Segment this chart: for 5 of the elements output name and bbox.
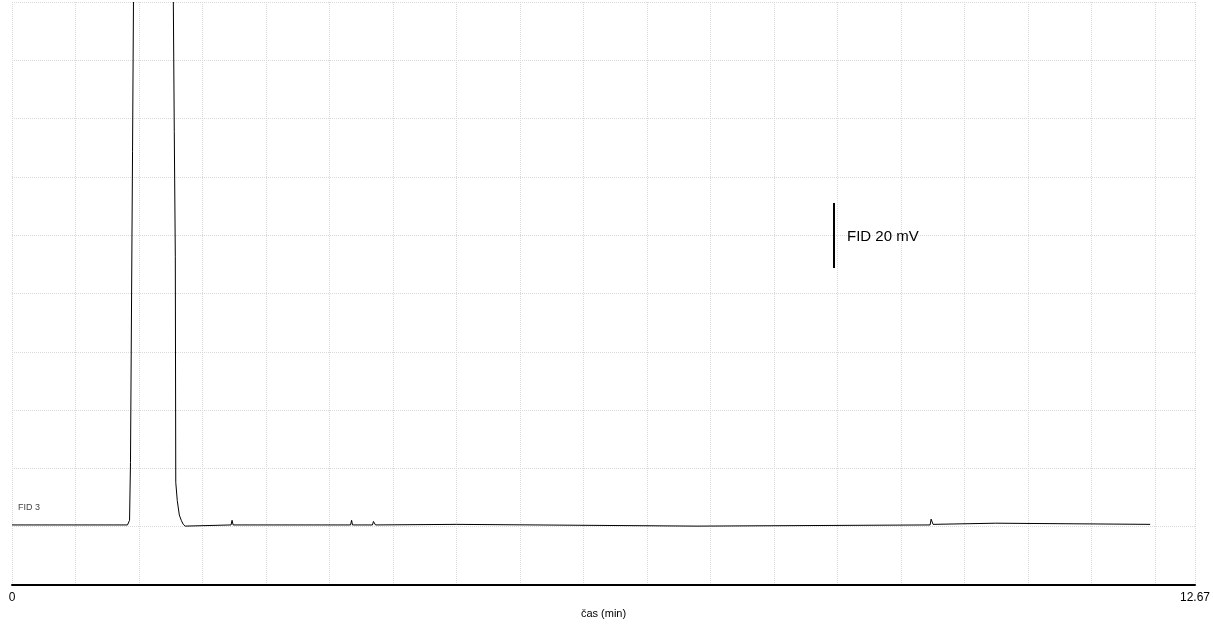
- x-tick-label: 12.67: [1179, 590, 1211, 604]
- x-axis-title: čas (min): [580, 607, 627, 620]
- annotation: FID 3: [18, 502, 41, 512]
- annotation: FID 20 mV: [847, 227, 919, 244]
- x-tick-label: 0: [8, 590, 16, 604]
